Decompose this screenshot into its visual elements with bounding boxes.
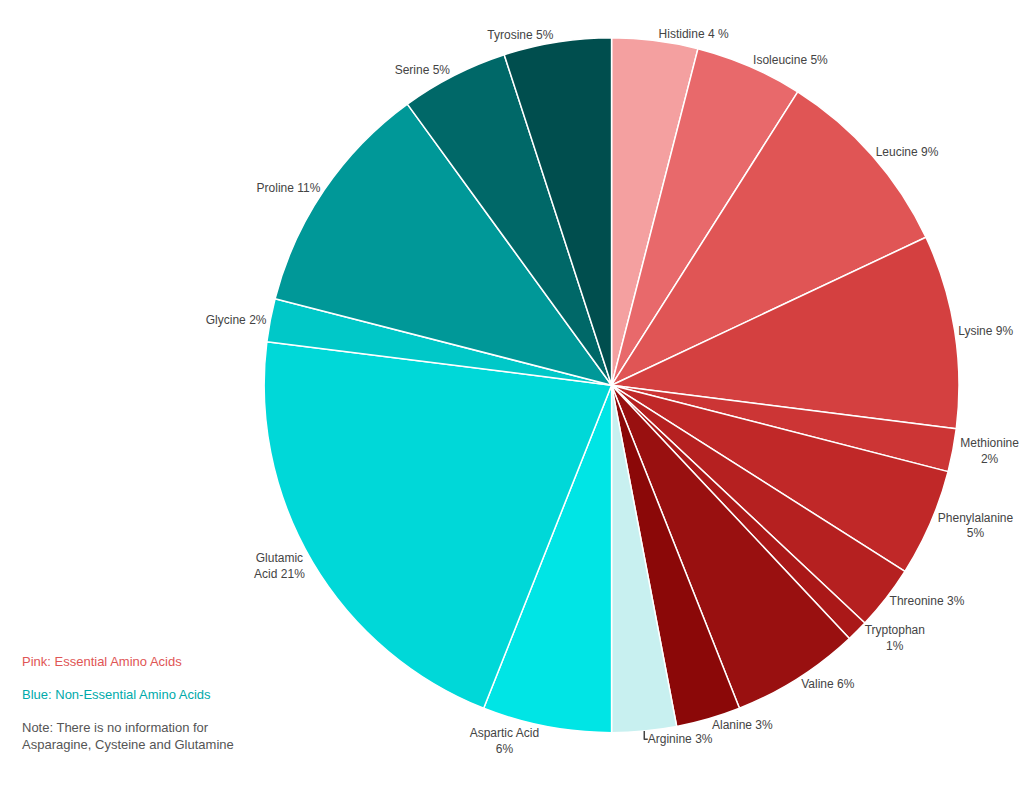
svg-text:Isoleucine 5%: Isoleucine 5% (753, 53, 828, 67)
svg-text:Methionine2%: Methionine2% (960, 436, 1019, 466)
svg-text:GlutamicAcid 21%: GlutamicAcid 21% (254, 551, 305, 581)
svg-text:Serine 5%: Serine 5% (395, 63, 451, 77)
svg-text:Proline 11%: Proline 11% (257, 181, 321, 195)
svg-text:Tryptophan1%: Tryptophan1% (865, 623, 925, 653)
svg-text:Tyrosine 5%: Tyrosine 5% (487, 28, 553, 42)
svg-text:Aspartic Acid6%: Aspartic Acid6% (470, 726, 539, 756)
svg-text:Glycine 2%: Glycine 2% (206, 313, 267, 327)
svg-text:Blue: Non-Essential Amino Acid: Blue: Non-Essential Amino Acids (22, 687, 211, 702)
svg-text:Lysine 9%: Lysine 9% (958, 324, 1013, 338)
svg-text:Leucine 9%: Leucine 9% (876, 145, 939, 159)
svg-text:Phenylalanine5%: Phenylalanine5% (938, 511, 1014, 541)
svg-text:Arginine 3%: Arginine 3% (648, 732, 713, 746)
svg-text:Threonine 3%: Threonine 3% (890, 594, 965, 608)
svg-text:Histidine 4 %: Histidine 4 % (659, 27, 729, 41)
svg-text:Valine 6%: Valine 6% (801, 677, 854, 691)
svg-text:Alanine 3%: Alanine 3% (712, 718, 773, 732)
svg-text:Pink: Essential Amino Acids: Pink: Essential Amino Acids (22, 654, 182, 669)
svg-text:Note: There is no information: Note: There is no information forAsparag… (22, 720, 234, 752)
